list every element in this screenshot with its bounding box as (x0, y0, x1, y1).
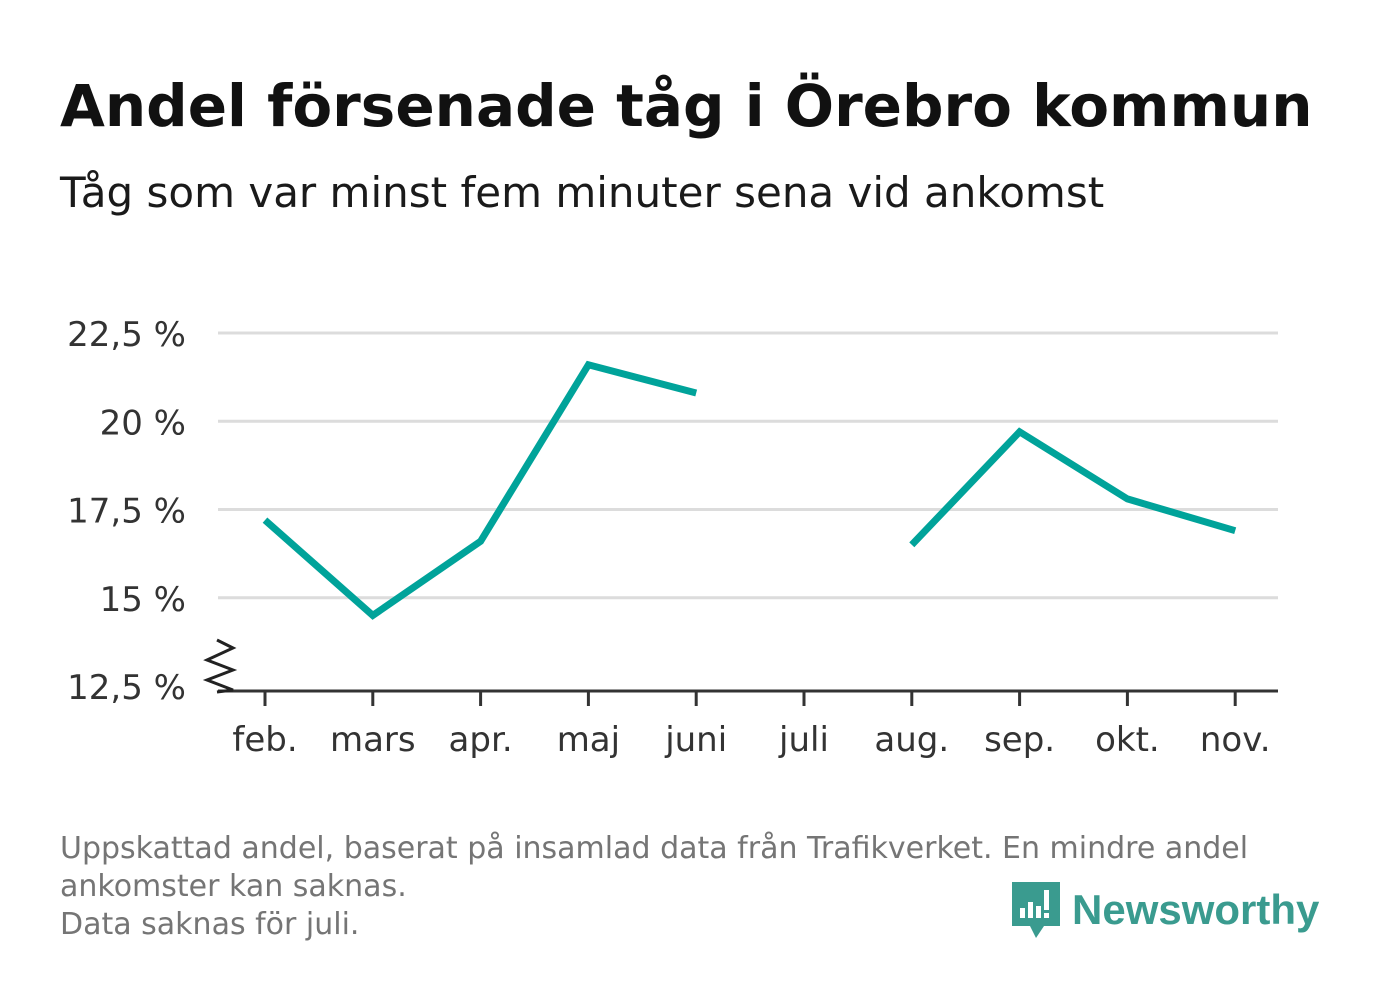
series-line-segment (909, 427, 1237, 548)
x-tick-label: juni (664, 720, 727, 760)
y-tick-label: 17,5 % (67, 492, 186, 532)
series-lines (262, 360, 1237, 620)
y-tick-label: 22,5 % (67, 315, 186, 355)
x-tick-label: okt. (1095, 720, 1160, 760)
y-tick-label: 15 % (100, 580, 186, 620)
x-tick-label: sep. (984, 720, 1055, 760)
chart-title: Andel försenade tåg i Örebro kommun (60, 72, 1313, 140)
x-tick-label: nov. (1200, 720, 1271, 760)
x-tick-label: apr. (449, 720, 513, 760)
x-axis (202, 638, 1278, 706)
x-tick-label: maj (557, 720, 620, 760)
footnote: Uppskattad andel, baserat på insamlad da… (60, 830, 1320, 944)
x-tick-label: feb. (232, 720, 297, 760)
newsworthy-logo-icon (1012, 882, 1060, 938)
footnote-line-3: Data saknas för juli. (60, 907, 360, 942)
x-tick-labels: feb. mars apr. maj juni juli aug. sep. okt. nov. (232, 720, 1270, 760)
y-tick-labels: 12,5 % 15 % 17,5 % 20 % 22,5 % (67, 315, 186, 708)
x-tick-label: aug. (874, 720, 949, 760)
chart-subtitle: Tåg som var minst fem minuter sena vid a… (60, 168, 1105, 217)
brand-name: Newsworthy (1072, 886, 1320, 933)
series-line-segment (262, 360, 698, 620)
footnote-line-1: Uppskattad andel, baserat på insamlad da… (60, 831, 1249, 866)
y-tick-label: 12,5 % (67, 668, 186, 708)
y-tick-label: 20 % (100, 403, 186, 443)
brand-logo: Newsworthy (1010, 878, 1319, 942)
grid-lines (218, 331, 1278, 600)
axis-break-mark (202, 638, 238, 694)
x-tick-label: mars (330, 720, 416, 760)
x-tick-label: juli (778, 720, 829, 760)
footnote-line-2: ankomster kan saknas. (60, 869, 407, 904)
